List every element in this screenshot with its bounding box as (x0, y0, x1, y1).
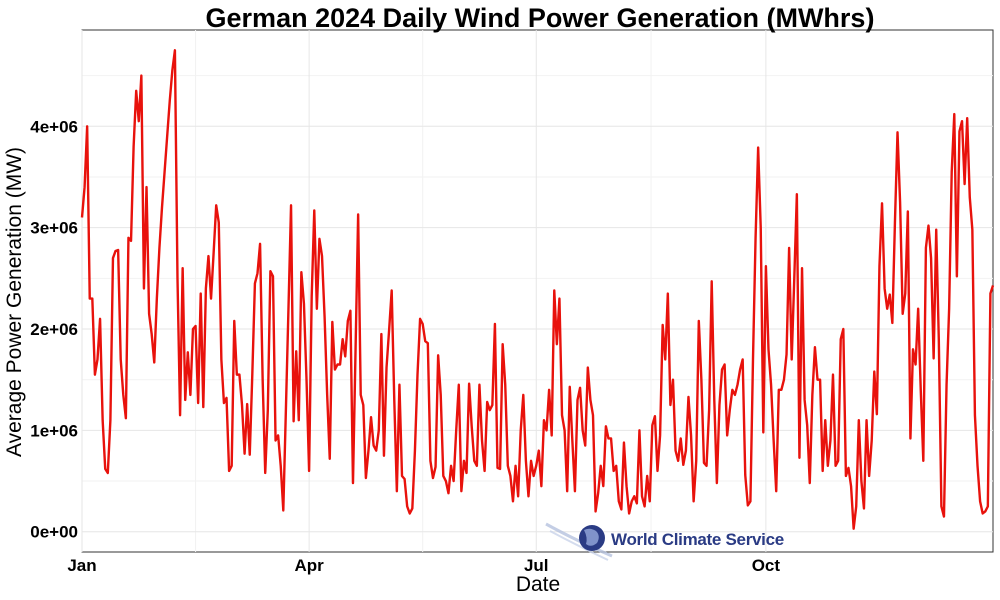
series-line-wind-power (80, 49, 995, 530)
x-tick-label: Oct (752, 556, 781, 575)
y-axis-label: Average Power Generation (MW) (3, 147, 26, 457)
y-tick-label: 3e+06 (30, 219, 78, 238)
x-tick-label: Jul (524, 556, 549, 575)
y-tick-label: 2e+06 (30, 320, 78, 339)
watermark-text: World Climate Service (611, 530, 784, 549)
x-tick-label: Jan (67, 556, 96, 575)
x-tick-label: Apr (294, 556, 324, 575)
x-axis-ticks: Jan Apr Jul Oct (67, 556, 780, 575)
watermark-logo: World Climate Service (545, 522, 784, 561)
x-axis-label: Date (516, 573, 560, 596)
y-tick-label: 1e+06 (30, 421, 78, 440)
y-tick-label: 4e+06 (30, 117, 78, 136)
y-axis-ticks: 0e+00 1e+06 2e+06 3e+06 4e+06 (30, 117, 78, 541)
y-tick-label: 0e+00 (30, 523, 78, 542)
chart-title: German 2024 Daily Wind Power Generation … (206, 3, 875, 33)
